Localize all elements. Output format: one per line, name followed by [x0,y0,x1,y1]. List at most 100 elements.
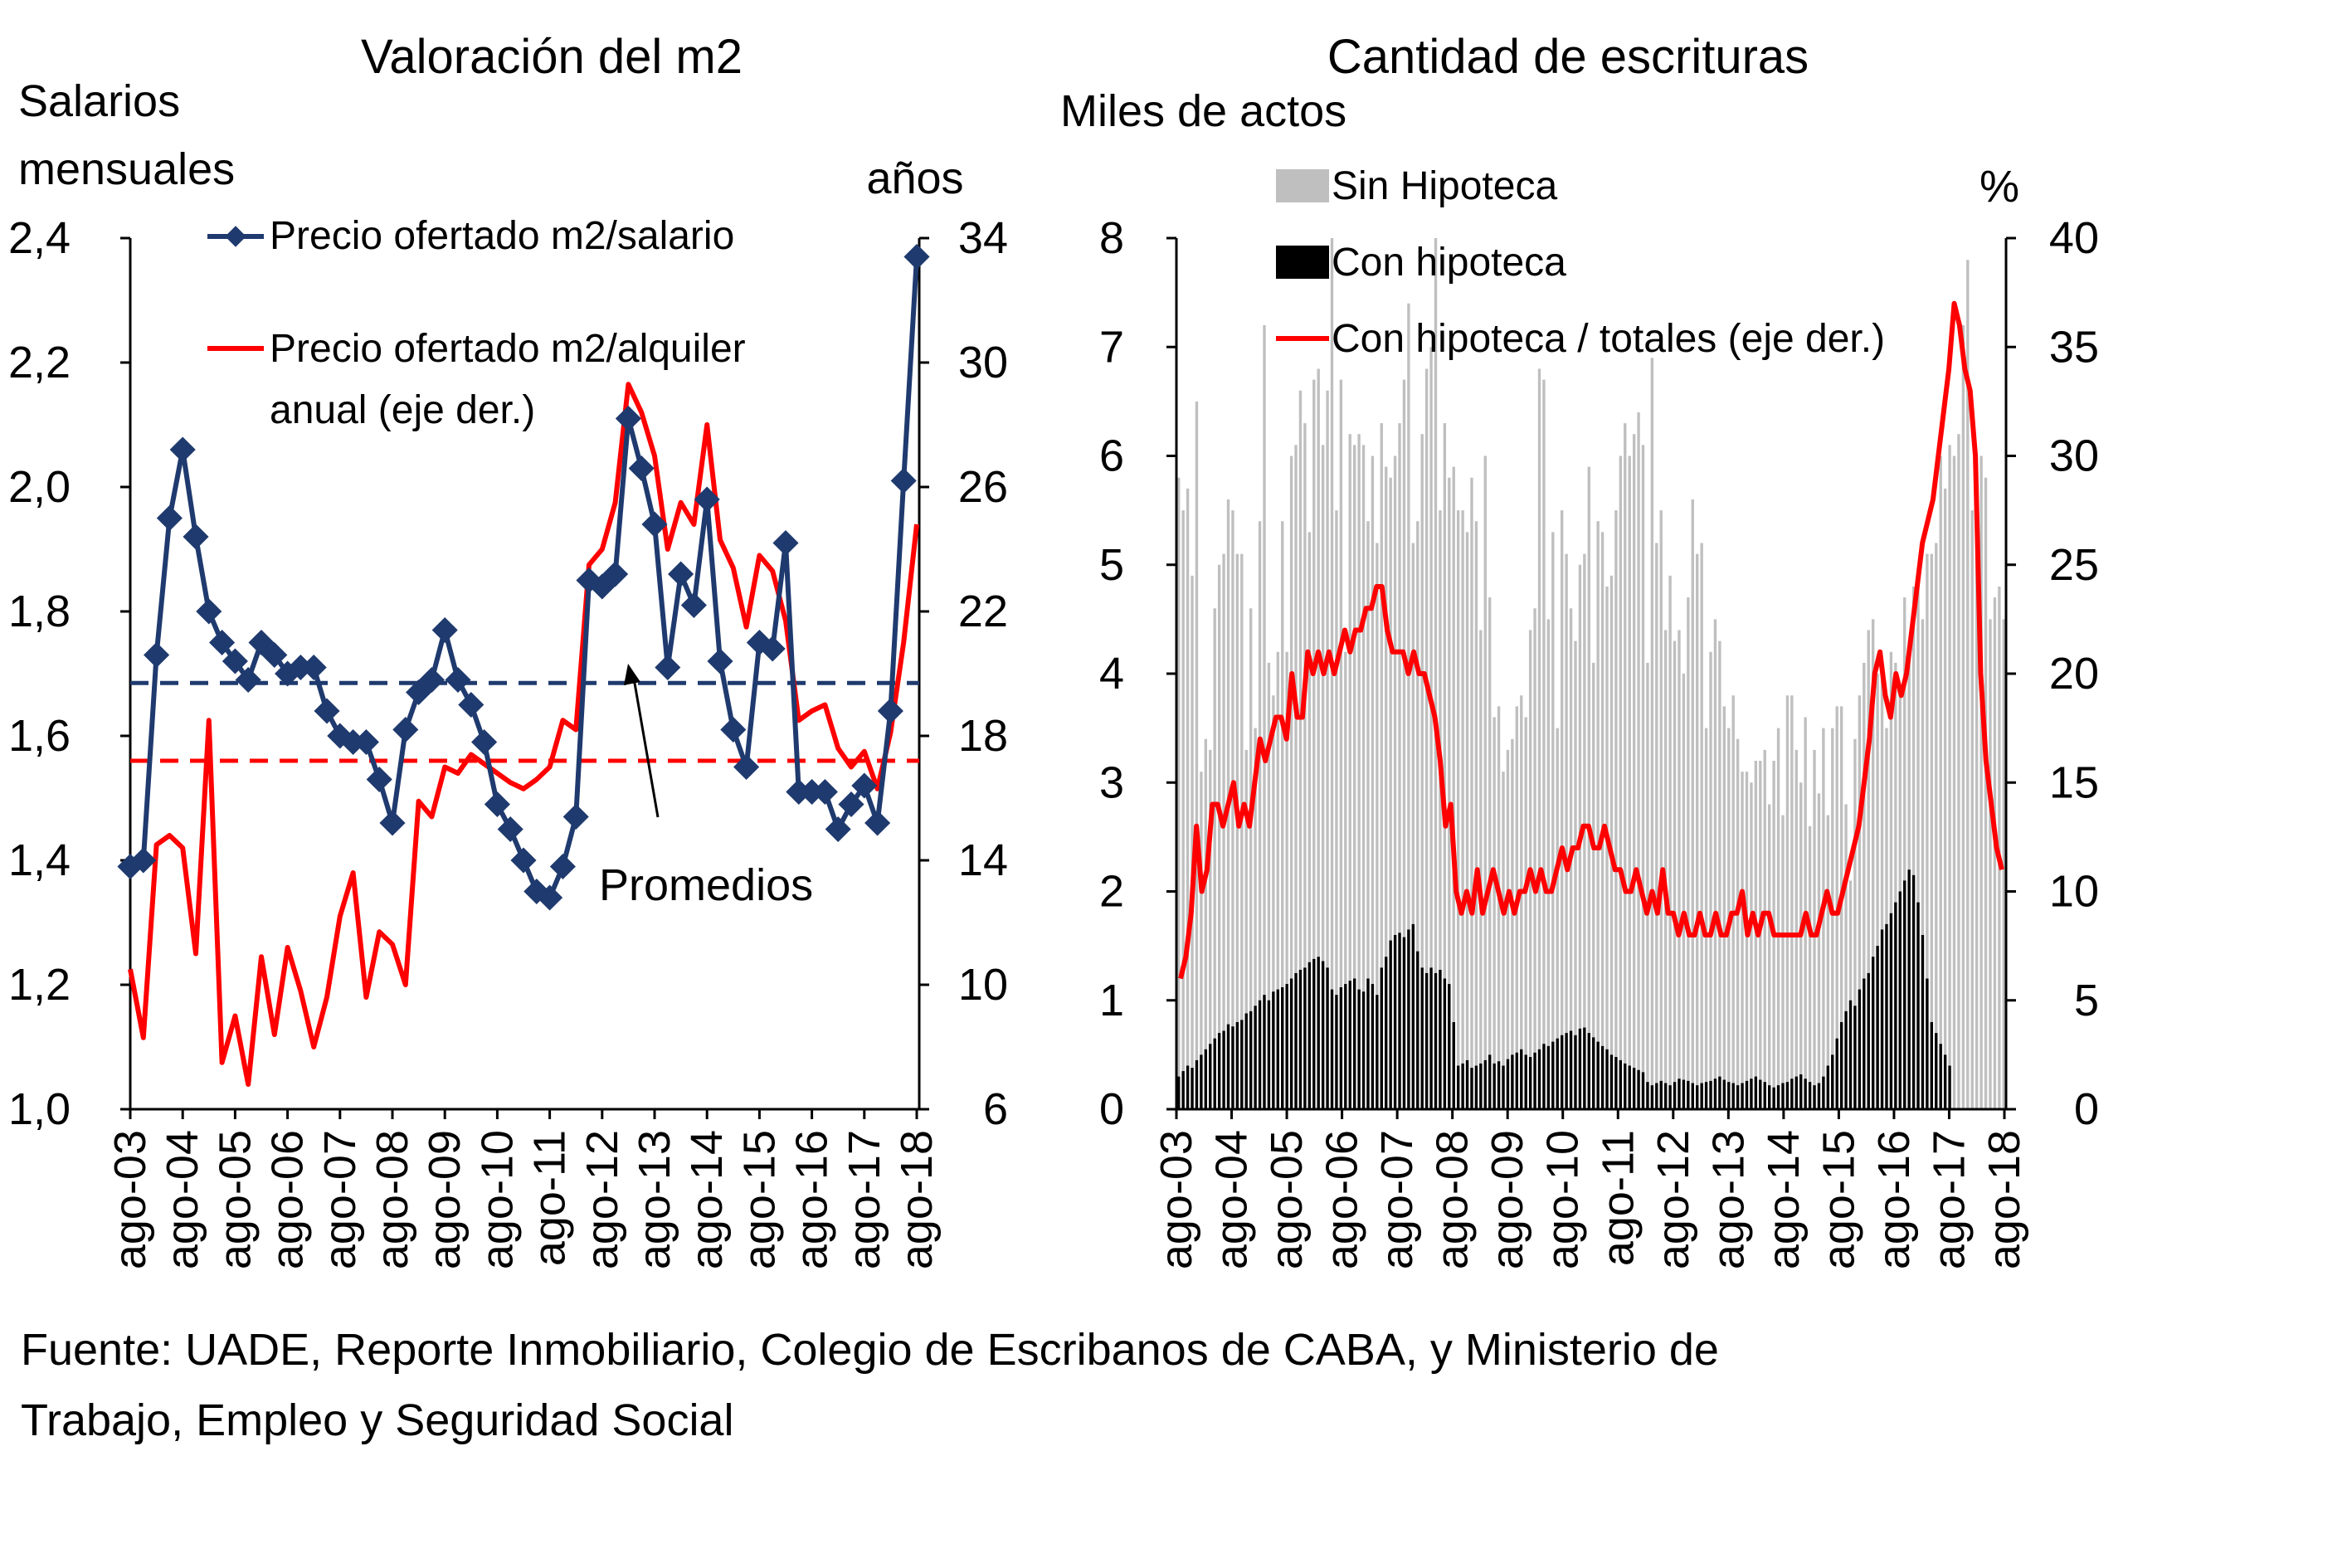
chart2-bar-sin-hipoteca [1745,772,1749,1109]
chart1-salario-point [549,853,576,880]
chart2-bar-con-hipoteca [1574,1035,1577,1109]
chart2-bar-sin-hipoteca [1461,510,1464,1109]
chart2-bar-con-hipoteca [1240,1020,1244,1109]
chart2-bar-sin-hipoteca [1524,717,1527,1109]
chart1-left-tick-label: 1,2 [8,960,71,1010]
chart2-bar-con-hipoteca [1231,1026,1234,1109]
chart2-bar-con-hipoteca [1344,984,1347,1109]
chart2-bar-sin-hipoteca [1871,619,1875,1109]
chart2-bar-sin-hipoteca [1921,619,1925,1109]
chart2-bar-sin-hipoteca [1970,510,1974,1109]
chart2-bar-sin-hipoteca [1998,587,2001,1109]
chart2-bar-con-hipoteca [1700,1083,1703,1109]
chart1-right-tick-label: 22 [958,587,1008,636]
chart2-x-tick-label: ago-13 [1703,1130,1753,1269]
chart2-bar-sin-hipoteca [1826,815,1830,1109]
chart2-bar-con-hipoteca [1434,972,1438,1109]
chart2-bar-con-hipoteca [1497,1061,1501,1109]
chart2-bar-sin-hipoteca [1609,575,1614,1109]
chart2-bar-sin-hipoteca [1289,455,1293,1109]
chart2-bar-con-hipoteca [1600,1045,1605,1109]
chart2-x-tick-label: ago-05 [1262,1130,1312,1269]
chart1-salario-point [418,666,445,694]
chart1-legend: Precio ofertado m2/salario Precio oferta… [207,214,746,432]
chart-cantidad-escrituras: Cantidad de escrituras Miles de actos % … [1060,30,2099,1269]
chart2-right-tick-label: 30 [2049,431,2099,481]
chart2-x-tick-label: ago-12 [1648,1130,1698,1269]
chart2-bar-sin-hipoteca [1641,445,1645,1109]
chart2-bar-con-hipoteca [1637,1069,1640,1109]
chart2-bar-sin-hipoteca [1407,303,1410,1109]
chart1-left-tick-label: 1,8 [8,587,71,636]
chart1-title: Valoración del m2 [361,30,743,84]
chart1-salario-point [196,598,222,625]
chart2-bar-sin-hipoteca [1537,368,1541,1109]
chart2-bar-con-hipoteca [1592,1037,1595,1109]
chart2-bar-con-hipoteca [1335,995,1338,1109]
chart2-bar-sin-hipoteca [1916,575,1920,1109]
chart2-bar-con-hipoteca [1831,1054,1834,1109]
chart2-bar-con-hipoteca [1822,1076,1825,1109]
chart2-x-tick-label: ago-11 [1593,1130,1643,1266]
chart2-bar-con-hipoteca [1443,978,1447,1109]
chart2-bar-con-hipoteca [1312,958,1316,1109]
chart2-bar-con-hipoteca [1609,1054,1614,1109]
chart1-left-tick-label: 1,6 [8,711,71,761]
chart2-bar-sin-hipoteca [1217,564,1221,1109]
chart2-bar-con-hipoteca [1781,1083,1785,1109]
chart2-bar-sin-hipoteca [1267,662,1271,1109]
chart2-bar-sin-hipoteca [1352,445,1356,1109]
chart2-bar-con-hipoteca [1533,1052,1536,1109]
chart1-salario-point [156,504,183,532]
chart2-bar-sin-hipoteca [1619,455,1623,1109]
chart1-salario-point [261,641,288,669]
chart1-salario-point [825,816,851,843]
chart2-bar-sin-hipoteca [1307,532,1312,1109]
chart2-bar-sin-hipoteca [1848,880,1853,1109]
chart2-bar-con-hipoteca [1366,978,1370,1109]
annotation-promedios: Promedios [599,664,813,910]
chart2-bar-sin-hipoteca [1600,532,1605,1109]
chart2-bar-sin-hipoteca [1249,608,1253,1109]
chart2-bar-sin-hipoteca [1209,749,1212,1109]
chart2-bar-sin-hipoteca [1911,587,1916,1109]
chart2-bar-sin-hipoteca [1785,695,1790,1109]
chart2-ylabel-left: Miles de actos [1060,86,1346,136]
chart2-bar-con-hipoteca [1799,1074,1803,1109]
source-note-line2: Trabajo, Empleo y Seguridad Social [21,1395,733,1445]
chart2-bar-sin-hipoteca [1361,445,1366,1109]
chart2-bar-con-hipoteca [1921,935,1925,1109]
chart2-bar-con-hipoteca [1281,987,1284,1109]
chart2-bar-con-hipoteca [1177,1076,1181,1109]
chart2-bar-con-hipoteca [1871,957,1875,1109]
chart1-salario-point [169,436,196,463]
chart2-bar-con-hipoteca [1844,1010,1848,1109]
chart2-bar-con-hipoteca [1456,1065,1460,1109]
chart2-bar-con-hipoteca [1556,1038,1559,1109]
chart2-bar-con-hipoteca [1488,1054,1492,1109]
chart2-bar-sin-hipoteca [1876,674,1879,1109]
chart2-bar-con-hipoteca [1537,1049,1541,1109]
chart2-bar-sin-hipoteca [1493,717,1496,1109]
chart2-bar-sin-hipoteca [1186,488,1190,1109]
chart2-bar-sin-hipoteca [1592,662,1595,1109]
chart2-bar-con-hipoteca [1551,1041,1555,1109]
chart1-right-tick-label: 26 [958,462,1008,512]
chart2-bars-sin-hipoteca [1177,238,2005,1109]
chart2-bar-con-hipoteca [1258,1000,1262,1109]
chart2-bar-con-hipoteca [1235,1022,1239,1109]
chart2-x-tick-label: ago-08 [1428,1130,1478,1269]
chart1-x-tick-label: ago-03 [105,1130,155,1269]
chart2-bar-con-hipoteca [1894,902,1897,1109]
chart2-x-tick-label: ago-14 [1759,1130,1809,1269]
chart2-bar-sin-hipoteca [1704,728,1708,1109]
chart2-bar-sin-hipoteca [1479,630,1483,1109]
chart2-left-tick-label: 8 [1099,213,1124,263]
chart2-bar-con-hipoteca [1754,1076,1758,1109]
chart2-bar-sin-hipoteca [1646,662,1649,1109]
chart1-left-tick-label: 1,0 [8,1084,71,1134]
chart2-bar-sin-hipoteca [1551,532,1555,1109]
chart2-ratio-line [1178,300,2004,980]
chart2-bar-sin-hipoteca [1736,738,1740,1109]
chart2-bar-sin-hipoteca [1312,379,1316,1109]
